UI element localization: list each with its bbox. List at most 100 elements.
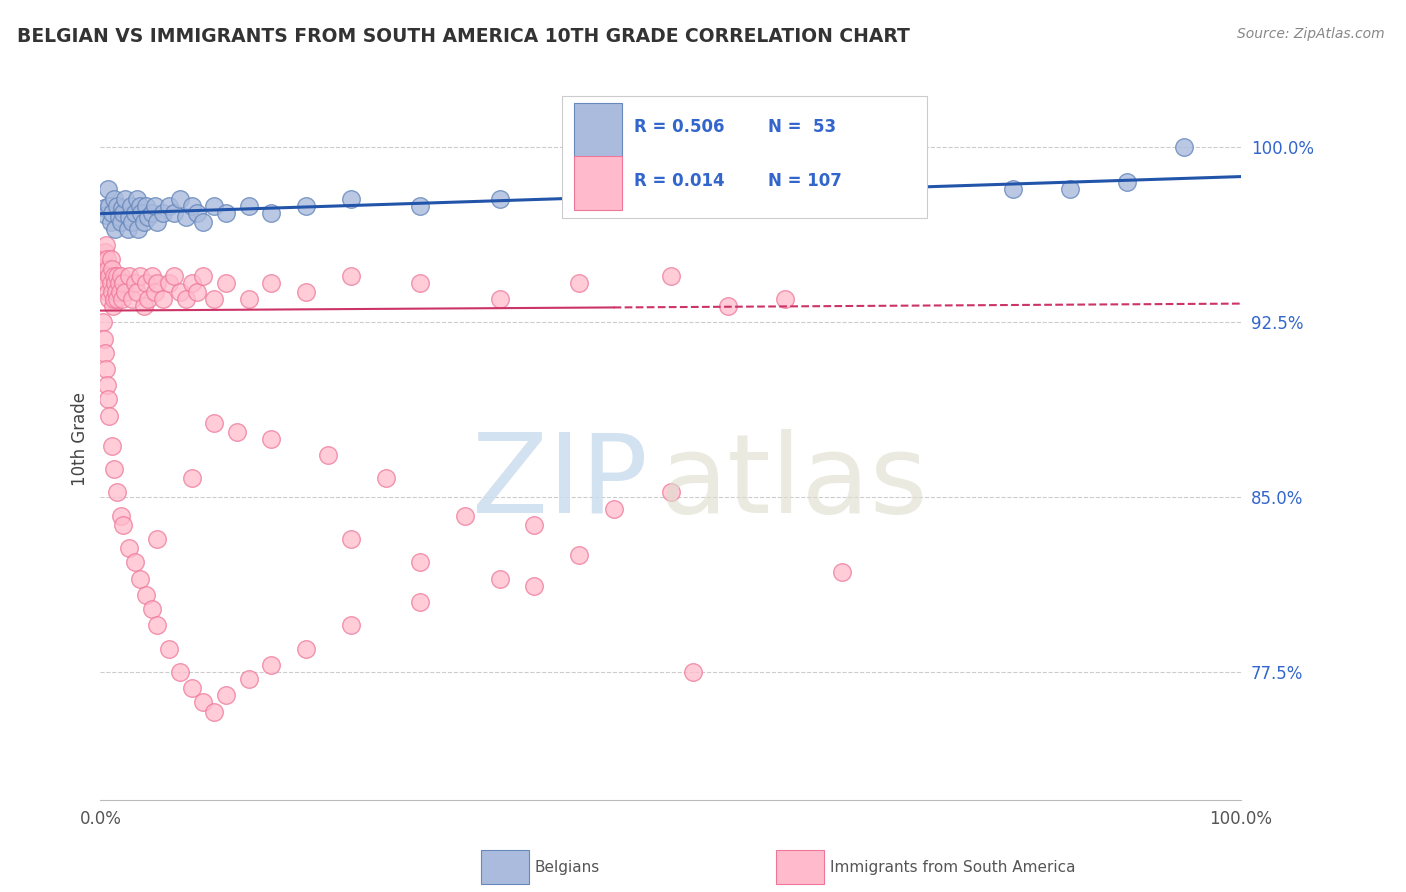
Point — [602, 501, 624, 516]
Point — [132, 215, 155, 229]
Point — [107, 485, 129, 500]
Point — [124, 276, 146, 290]
Point — [94, 208, 117, 222]
Point — [91, 252, 114, 267]
Point — [773, 292, 796, 306]
Point — [169, 192, 191, 206]
Point — [568, 199, 591, 213]
Point — [108, 285, 131, 299]
Point — [98, 268, 121, 283]
Point — [157, 641, 180, 656]
Point — [107, 211, 129, 225]
Text: R = 0.506: R = 0.506 — [634, 118, 724, 136]
Point — [107, 292, 129, 306]
Point — [132, 299, 155, 313]
Text: BELGIAN VS IMMIGRANTS FROM SOUTH AMERICA 10TH GRADE CORRELATION CHART: BELGIAN VS IMMIGRANTS FROM SOUTH AMERICA… — [17, 27, 910, 45]
Point — [152, 205, 174, 219]
Point — [105, 285, 128, 299]
Point — [659, 485, 682, 500]
Point — [180, 471, 202, 485]
Point — [409, 276, 432, 290]
Point — [114, 285, 136, 299]
Point — [121, 215, 143, 229]
Point — [135, 588, 157, 602]
Point — [111, 292, 134, 306]
Point — [101, 299, 124, 313]
Point — [120, 199, 142, 213]
Point — [260, 276, 283, 290]
Text: N =  53: N = 53 — [768, 118, 835, 136]
Point — [1173, 140, 1195, 154]
Point — [111, 201, 134, 215]
Point — [238, 199, 260, 213]
Point — [409, 199, 432, 213]
Point — [409, 555, 432, 569]
Text: ZIP: ZIP — [472, 429, 648, 536]
Point — [717, 299, 740, 313]
Point — [100, 252, 122, 267]
Point — [100, 439, 122, 453]
Point — [226, 425, 249, 439]
Point — [100, 285, 122, 299]
Point — [374, 471, 396, 485]
Point — [568, 549, 591, 563]
Point — [191, 695, 214, 709]
Point — [1115, 175, 1137, 189]
Point — [163, 205, 186, 219]
Point — [110, 215, 132, 229]
Point — [180, 681, 202, 696]
Point — [202, 416, 225, 430]
Point — [215, 688, 238, 702]
Point — [340, 192, 363, 206]
Point — [94, 345, 117, 359]
Point — [659, 192, 682, 206]
Point — [97, 285, 120, 299]
Point — [107, 199, 129, 213]
Point — [294, 285, 316, 299]
Point — [141, 602, 163, 616]
Point — [93, 261, 115, 276]
Point — [186, 285, 208, 299]
Point — [124, 205, 146, 219]
Point — [141, 268, 163, 283]
Point — [136, 292, 159, 306]
Point — [94, 238, 117, 252]
FancyBboxPatch shape — [562, 95, 928, 219]
Point — [163, 268, 186, 283]
Point — [568, 276, 591, 290]
Point — [659, 268, 682, 283]
Point — [409, 595, 432, 609]
Y-axis label: 10th Grade: 10th Grade — [72, 392, 89, 486]
Point — [96, 252, 118, 267]
Point — [340, 268, 363, 283]
Point — [191, 215, 214, 229]
Point — [98, 292, 121, 306]
Point — [112, 205, 135, 219]
FancyBboxPatch shape — [574, 103, 621, 157]
Point — [146, 532, 169, 546]
Point — [523, 579, 546, 593]
Point — [215, 276, 238, 290]
Point — [146, 618, 169, 632]
Point — [260, 658, 283, 673]
Point — [174, 211, 197, 225]
Point — [202, 199, 225, 213]
Point — [773, 199, 796, 213]
Point — [340, 618, 363, 632]
Point — [91, 315, 114, 329]
Point — [202, 705, 225, 719]
Point — [202, 292, 225, 306]
Point — [143, 285, 166, 299]
Point — [180, 199, 202, 213]
Point — [94, 362, 117, 376]
Point — [125, 192, 148, 206]
Point — [100, 261, 122, 276]
Point — [169, 665, 191, 679]
Point — [97, 261, 120, 276]
Point — [112, 518, 135, 533]
Point — [103, 192, 125, 206]
Point — [238, 672, 260, 686]
Point — [97, 392, 120, 407]
Point — [98, 199, 121, 213]
Point — [340, 532, 363, 546]
